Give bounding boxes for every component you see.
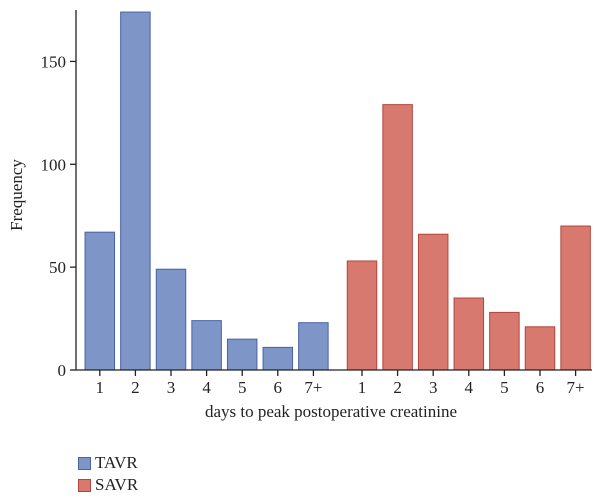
x-tick-label: 4 [202, 378, 211, 397]
x-tick-label: 2 [393, 378, 402, 397]
bar-savr-5 [489, 311, 520, 371]
bar-tavr-7plus [298, 322, 329, 371]
x-tick-label: 3 [167, 378, 176, 397]
legend-swatch-tavr [78, 456, 91, 470]
x-tick-label: 5 [238, 378, 247, 397]
bar-chart: 0 50 100 150 1 2 3 4 5 6 7+ 1 2 3 4 5 6 7+ Frequency day… [7, 10, 592, 421]
y-tick-label: 0 [58, 361, 67, 380]
bar-tavr-2 [120, 11, 151, 371]
x-tick-label: 7+ [304, 378, 322, 397]
bar-tavr-3 [155, 268, 187, 371]
x-tick-label: 6 [536, 378, 545, 397]
y-tick-label: 50 [49, 258, 66, 277]
x-axis-title: days to peak postoperative creatinine [205, 402, 457, 421]
x-tick-label: 5 [500, 378, 509, 397]
legend: TAVR SAVR [78, 452, 138, 496]
bar-savr-1 [346, 260, 378, 371]
y-axis: 0 50 100 150 [41, 10, 77, 380]
bar-savr-3 [417, 233, 449, 371]
bar-tavr-6 [262, 346, 294, 371]
bar-tavr-1 [84, 231, 116, 371]
bar-tavr-4 [191, 320, 222, 371]
x-tick-label: 2 [131, 378, 140, 397]
bar-savr-6 [524, 326, 556, 371]
x-tick-label: 7+ [567, 378, 585, 397]
legend-label-tavr: TAVR [95, 453, 138, 472]
x-tick-label: 6 [274, 378, 283, 397]
y-tick-label: 100 [41, 155, 67, 174]
x-tick-label: 3 [429, 378, 438, 397]
legend-item-savr: SAVR [78, 474, 138, 496]
bar-savr-4 [453, 297, 485, 371]
legend-label-savr: SAVR [95, 475, 139, 494]
bar-tavr-5 [226, 338, 258, 371]
legend-item-tavr: TAVR [78, 452, 138, 474]
legend-swatch-savr [78, 478, 91, 492]
x-tick-label: 1 [358, 378, 367, 397]
y-axis-title: Frequency [7, 159, 26, 231]
bars [84, 11, 591, 371]
y-tick-label: 150 [41, 52, 67, 71]
bar-savr-2 [382, 104, 413, 371]
x-tick-label: 1 [96, 378, 105, 397]
x-axis: 1 2 3 4 5 6 7+ 1 2 3 4 5 6 7+ [76, 369, 592, 397]
x-tick-label: 4 [465, 378, 474, 397]
bar-savr-7plus [560, 225, 591, 371]
